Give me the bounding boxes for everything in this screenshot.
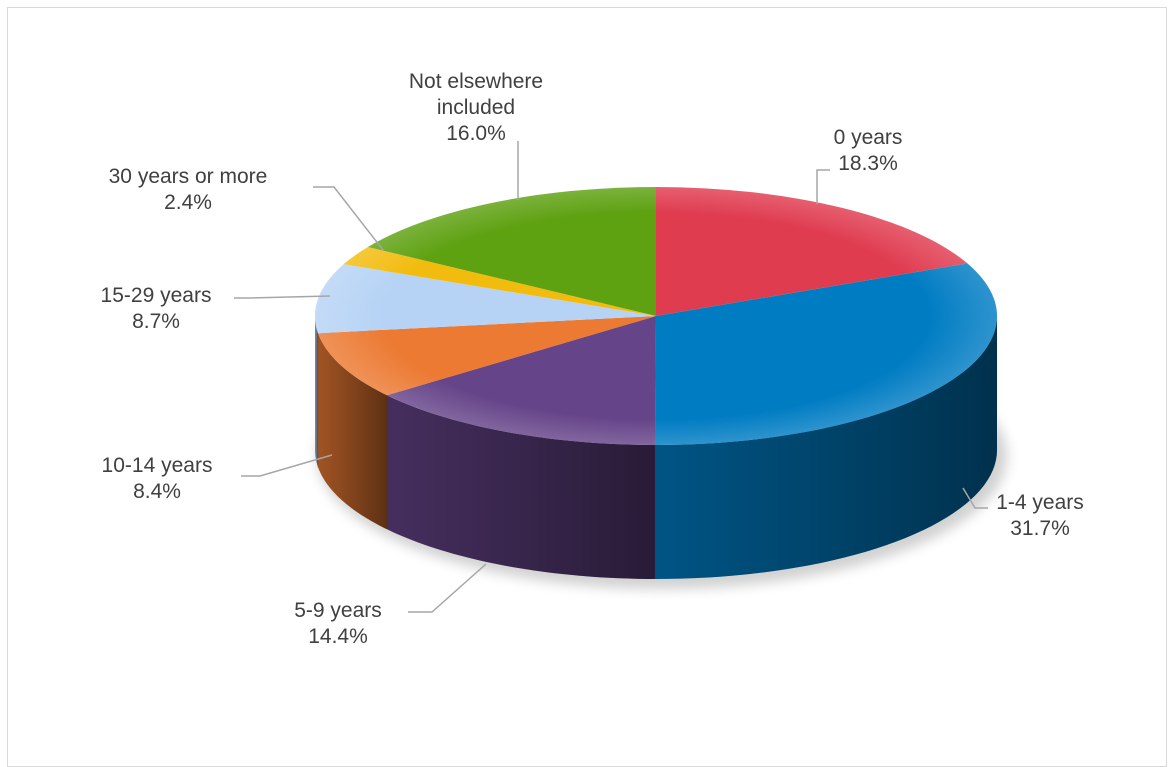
- slice-value-30-years-or-more: 2.4%: [164, 191, 212, 214]
- slice-value-0-years: 18.3%: [838, 152, 898, 175]
- slice-label-10-14-years: 10-14 years: [102, 454, 213, 477]
- slice-label-0-years: 0 years: [834, 126, 903, 149]
- leader-lines: [234, 141, 988, 613]
- slice-value-not-elsewhere-included: 16.0%: [446, 122, 506, 145]
- leader-line-0-years: [816, 169, 830, 204]
- slice-value-15-29-years: 8.7%: [132, 310, 180, 333]
- pie-top: [314, 187, 998, 446]
- slice-label-not-elsewhere-included: included: [437, 96, 515, 119]
- leader-line-15-29-years: [234, 295, 331, 299]
- leader-line-5-9-years: [408, 563, 487, 613]
- pie-side-1-4-years-shade: [654, 316, 997, 579]
- slice-label-5-9-years: 5-9 years: [294, 599, 382, 622]
- slice-label-30-years-or-more: 30 years or more: [109, 165, 268, 188]
- pie-chart: 0 years 18.3% 1-4 years 31.7% 5-9 years 14.4%…: [101, 70, 1084, 648]
- pie-side-10-14-years-shade: [318, 333, 388, 530]
- pie-side-15-29-years-shade: [315, 316, 319, 468]
- slice-label-15-29-years: 15-29 years: [101, 284, 212, 307]
- leader-line-10-14-years: [241, 454, 333, 477]
- slice-labels: 0 years 18.3% 1-4 years 31.7% 5-9 years 14.4%…: [101, 70, 1084, 648]
- leader-line-1-4-years: [962, 487, 988, 509]
- slice-value-5-9-years: 14.4%: [308, 625, 368, 648]
- slice-label-1-4-years: 1-4 years: [996, 491, 1084, 514]
- slice-label-not-elsewhere-included: Not elsewhere: [409, 70, 543, 93]
- slice-value-10-14-years: 8.4%: [133, 480, 181, 503]
- leader-line-30-years-or-more: [313, 186, 384, 251]
- pie-side-5-9-years-shade: [387, 395, 655, 579]
- pie-sides: [315, 316, 997, 579]
- pie-top-sheen: [315, 187, 997, 445]
- slice-value-1-4-years: 31.7%: [1010, 517, 1070, 540]
